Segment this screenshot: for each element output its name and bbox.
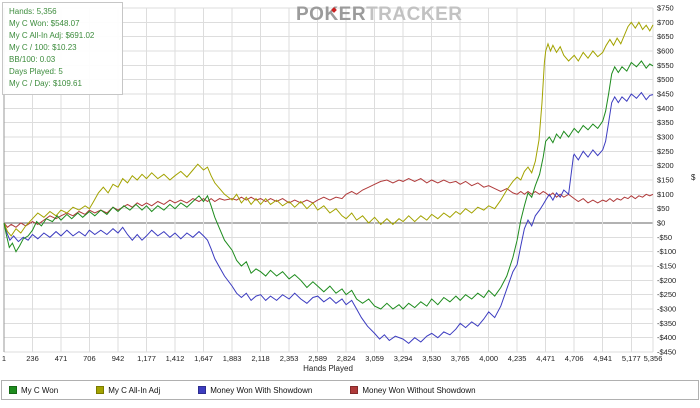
svg-text:$200: $200 <box>657 161 674 170</box>
stat-row-my-c-won: My C Won: $548.07 <box>9 19 80 28</box>
svg-text:-$450: -$450 <box>657 348 676 357</box>
x-axis-title: Hands Played <box>303 364 353 373</box>
svg-text:$450: $450 <box>657 90 674 99</box>
svg-text:3,059: 3,059 <box>365 354 384 363</box>
legend-label: My C All-In Adj <box>108 385 161 395</box>
svg-text:$: $ <box>691 173 696 182</box>
stat-row-all-in-adj: My C All-In Adj: $691.02 <box>9 31 95 40</box>
legend-item-won-without-showdown: Money Won Without Showdown <box>350 385 476 395</box>
svg-text:$350: $350 <box>657 118 674 127</box>
svg-text:$750: $750 <box>657 4 674 13</box>
svg-text:$0: $0 <box>657 219 665 228</box>
legend-swatch-blue <box>198 386 207 394</box>
svg-text:$50: $50 <box>657 204 670 213</box>
legend-item-my-c-won: My C Won <box>9 386 58 395</box>
svg-text:-$100: -$100 <box>657 247 676 256</box>
svg-text:-$50: -$50 <box>657 233 672 242</box>
svg-text:-$150: -$150 <box>657 262 676 271</box>
svg-text:1: 1 <box>2 354 6 363</box>
svg-text:$550: $550 <box>657 61 674 70</box>
svg-text:4,471: 4,471 <box>536 354 555 363</box>
legend-label: Money Won Without Showdown <box>362 385 476 395</box>
svg-text:2,118: 2,118 <box>251 354 269 363</box>
svg-text:3,530: 3,530 <box>422 354 441 363</box>
svg-text:1,177: 1,177 <box>137 354 156 363</box>
svg-text:706: 706 <box>83 354 96 363</box>
svg-text:1,883: 1,883 <box>223 354 242 363</box>
stat-row-hands: Hands: 5,356 <box>9 7 57 16</box>
stats-overlay: Hands: 5,356 My C Won: $548.07 My C All-… <box>2 2 123 95</box>
legend-label: My C Won <box>21 385 59 395</box>
svg-text:942: 942 <box>112 354 125 363</box>
svg-text:-$350: -$350 <box>657 319 676 328</box>
svg-text:-$250: -$250 <box>657 290 676 299</box>
svg-text:4,941: 4,941 <box>593 354 612 363</box>
svg-text:$150: $150 <box>657 176 674 185</box>
pokertracker-logo: POKERTRACKER <box>296 4 462 26</box>
svg-text:1,412: 1,412 <box>166 354 185 363</box>
legend-swatch-olive <box>96 386 105 394</box>
svg-text:-$200: -$200 <box>657 276 676 285</box>
stat-row-days-played: Days Played: 5 <box>9 67 63 76</box>
svg-text:471: 471 <box>55 354 68 363</box>
svg-text:236: 236 <box>26 354 39 363</box>
svg-text:$100: $100 <box>657 190 674 199</box>
svg-text:$400: $400 <box>657 104 674 113</box>
legend: My C Won My C All-In Adj Money Won With … <box>1 380 699 400</box>
svg-text:-$400: -$400 <box>657 333 676 342</box>
svg-text:2,824: 2,824 <box>337 354 356 363</box>
svg-text:-$300: -$300 <box>657 305 676 314</box>
svg-text:2,353: 2,353 <box>280 354 299 363</box>
logo-text-tracker: TRACKER <box>366 4 463 25</box>
svg-text:3,294: 3,294 <box>394 354 413 363</box>
legend-item-won-with-showdown: Money Won With Showdown <box>198 386 312 395</box>
svg-text:5,177: 5,177 <box>622 354 641 363</box>
svg-text:5,356: 5,356 <box>644 354 663 363</box>
svg-text:4,000: 4,000 <box>479 354 498 363</box>
svg-text:4,235: 4,235 <box>508 354 527 363</box>
svg-text:$250: $250 <box>657 147 674 156</box>
logo-text-poker: POKER <box>296 4 367 25</box>
svg-text:3,765: 3,765 <box>451 354 470 363</box>
svg-text:$700: $700 <box>657 18 674 27</box>
stat-row-my-c-per-day: My C / Day: $109.61 <box>9 79 82 88</box>
legend-label: Money Won With Showdown <box>210 385 313 395</box>
svg-text:$300: $300 <box>657 133 674 142</box>
svg-text:1,647: 1,647 <box>194 354 213 363</box>
legend-swatch-red <box>350 386 359 394</box>
legend-swatch-green <box>9 386 17 394</box>
svg-text:$600: $600 <box>657 47 674 56</box>
svg-text:2,589: 2,589 <box>308 354 327 363</box>
svg-text:$650: $650 <box>657 32 674 41</box>
svg-text:4,706: 4,706 <box>565 354 584 363</box>
svg-text:$500: $500 <box>657 75 674 84</box>
stat-row-bb-per-100: BB/100: 0.03 <box>9 55 56 64</box>
legend-item-all-in-adj: My C All-In Adj <box>96 386 160 395</box>
stat-row-my-c-per-100: My C / 100: $10.23 <box>9 43 77 52</box>
